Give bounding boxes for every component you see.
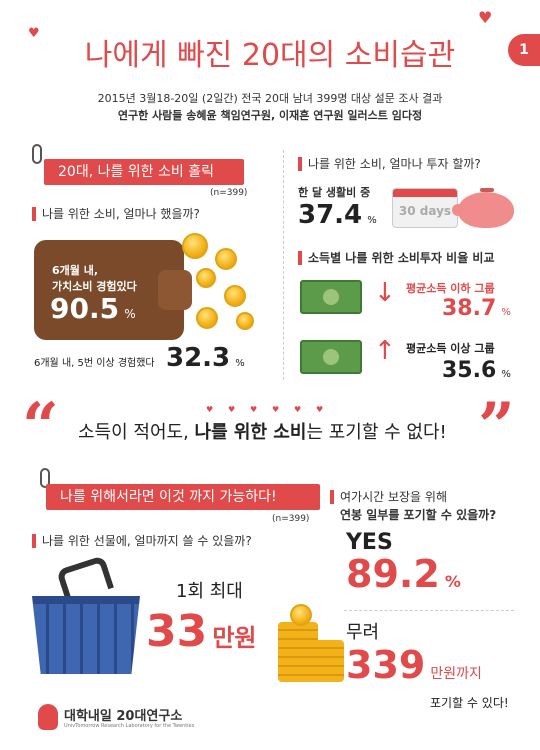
bullet-bar	[298, 156, 302, 171]
sample-size: (n=399)	[210, 188, 248, 198]
coin-icon	[196, 307, 218, 329]
basket-icon	[32, 596, 140, 674]
stat-unit: %	[367, 215, 377, 226]
stat-value: 33	[146, 606, 208, 657]
paper-clip-icon	[40, 468, 50, 488]
stat-experience: 90.5 %	[50, 292, 136, 325]
heart-icon: ♥	[250, 405, 258, 414]
footer-logo-subtitle: UnivTomorrow Research Laboratory for the…	[64, 723, 195, 729]
bullet-bar	[32, 533, 36, 548]
amount-suffix: 포기할 수 있다!	[430, 696, 509, 710]
section-banner: 나를 위해서라면 이것 까지 가능하다!	[46, 484, 320, 510]
vertical-divider	[283, 150, 284, 380]
yes-label: YES	[346, 530, 393, 555]
coin-icon	[290, 604, 312, 626]
heart-icon: ♥	[28, 26, 40, 41]
wallet-label-b: 가치소비 경험있다	[52, 280, 137, 293]
bullet-bar	[32, 206, 36, 221]
stat-unit: %	[235, 358, 245, 369]
compare-title: 소득별 나를 위한 소비투자 비율 비교	[298, 249, 495, 266]
quote-part-a: 소득이 적어도,	[78, 422, 195, 443]
quote-open-icon: “	[22, 389, 59, 464]
heart-icon: ♥	[228, 405, 236, 414]
stat-value: 32.3	[166, 343, 231, 373]
high-income-label: 평균소득 이상 그룹	[406, 342, 495, 355]
money-bill-icon	[300, 340, 362, 374]
question-text: 여가시간 보장을 위해	[340, 490, 447, 504]
researchers-info: 연구한 사람들 송혜윤 책임연구원, 이재흔 연구원 일러스트 임다정	[117, 109, 423, 122]
question-salary: 여가시간 보장을 위해	[330, 488, 447, 505]
page-title: 나에게 빠진 20대의 소비습관	[84, 38, 456, 73]
stat-five-times: 32.3 %	[166, 343, 245, 373]
monthly-label: 한 달 생활비 중	[298, 186, 371, 199]
question-gift: 나를 위한 선물에, 얼마까지 쓸 수 있을까?	[32, 532, 252, 549]
heart-icon: ♥	[272, 405, 280, 414]
question-text: 나를 위한 소비, 얼마나 했을까?	[42, 207, 200, 221]
stat-low-income: 38.7 %	[442, 296, 511, 321]
coin-stack-icon	[312, 640, 344, 682]
stat-five-times-label: 6개월 내, 5번 이상 경험했다	[34, 358, 155, 369]
stat-gift: 33 만원	[146, 606, 257, 657]
stat-unit: %	[124, 307, 136, 321]
stat-value: 37.4	[298, 200, 363, 230]
quote-text: 소득이 적어도, 나를 위한 소비는 포기할 수 없다!	[78, 418, 447, 444]
heart-icon: ♥	[478, 8, 493, 27]
stat-unit: %	[501, 369, 511, 380]
calendar-text: 30 days	[398, 204, 452, 218]
stat-value: 339	[346, 643, 426, 687]
coin-icon	[182, 233, 208, 259]
money-bill-icon	[300, 280, 362, 314]
bullet-bar	[298, 250, 302, 265]
stat-monthly: 37.4 %	[298, 200, 377, 230]
per-purchase-label: 1회 최대	[176, 581, 243, 602]
heart-icon: ♥	[316, 405, 324, 414]
question-salary-line2: 연봉 일부를 포기할 수 있을까?	[340, 508, 497, 522]
coin-icon	[215, 248, 237, 270]
piggy-bank-icon	[452, 188, 514, 228]
stat-unit: %	[501, 307, 511, 318]
stat-value: 90.5	[50, 292, 120, 325]
amount-prefix: 무려	[346, 622, 380, 643]
horizontal-divider	[344, 610, 514, 611]
stat-value: 35.6	[442, 358, 497, 383]
quote-part-c: 는 포기할 수 없다!	[306, 422, 447, 443]
quote-highlight: 나를 위한 소비	[194, 422, 307, 443]
question-text: 소득별 나를 위한 소비투자 비율 비교	[308, 251, 495, 265]
stat-high-income: 35.6 %	[442, 358, 511, 383]
lightbulb-logo-icon	[38, 704, 58, 730]
wallet-icon	[34, 240, 192, 340]
section-banner: 20대, 나를 위한 소비 홀릭	[44, 159, 244, 185]
coin-stack-icon	[278, 622, 318, 682]
paper-clip-icon	[32, 144, 42, 164]
stat-unit: %	[444, 572, 461, 591]
heart-icon: ♥	[206, 405, 214, 414]
calendar-icon: 30 days	[392, 188, 458, 228]
page-number: 1	[519, 42, 529, 58]
stat-value: 38.7	[442, 296, 497, 321]
stat-unit: 만원까지	[430, 666, 482, 682]
question-invest: 나를 위한 소비, 얼마나 투자 할까?	[298, 155, 481, 172]
stat-value: 89.2	[346, 552, 440, 596]
question-spend: 나를 위한 소비, 얼마나 했을까?	[32, 205, 200, 222]
arrow-down-icon: ↓	[374, 278, 396, 308]
coin-icon	[236, 312, 254, 330]
stat-yes: 89.2 %	[346, 552, 461, 596]
stat-amount: 339 만원까지	[346, 643, 482, 687]
bullet-bar	[330, 489, 334, 504]
question-text: 나를 위한 선물에, 얼마까지 쓸 수 있을까?	[42, 534, 252, 548]
basket-handle	[55, 555, 115, 603]
quote-close-icon: ”	[478, 389, 515, 464]
wallet-label-a: 6개월 내,	[52, 264, 99, 277]
stat-unit: 만원	[212, 624, 257, 652]
survey-info: 2015년 3월18-20일 (2일간) 전국 20대 남녀 399명 대상 설…	[97, 92, 443, 105]
footer-logo-text: 대학내일 20대연구소	[64, 709, 183, 724]
arrow-up-icon: ↑	[374, 336, 396, 366]
coin-icon	[224, 285, 246, 307]
sample-size: (n=399)	[272, 514, 310, 524]
page-number-badge: 1	[508, 34, 540, 66]
coin-icon	[196, 268, 216, 288]
low-income-label: 평균소득 이하 그룹	[406, 282, 495, 295]
question-text: 나를 위한 소비, 얼마나 투자 할까?	[308, 157, 481, 171]
heart-icon: ♥	[294, 405, 302, 414]
